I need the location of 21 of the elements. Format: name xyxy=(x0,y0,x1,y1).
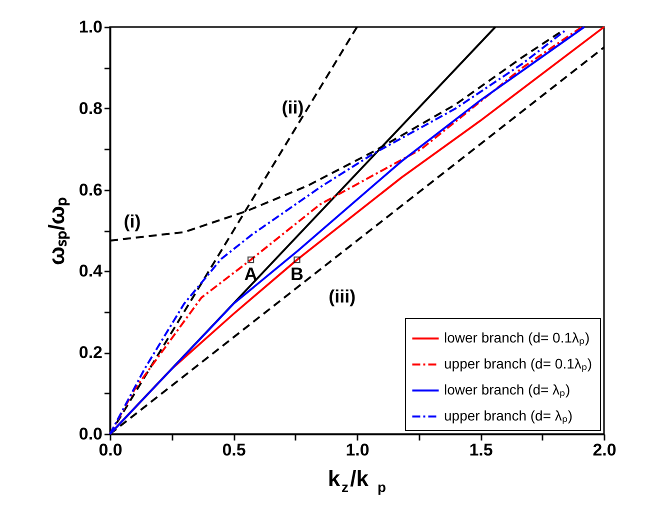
y-tick-label: 0.8 xyxy=(78,98,102,118)
x-tick-label: 2.0 xyxy=(592,440,616,460)
annotation: A xyxy=(244,264,258,284)
y-tick-label: 0.6 xyxy=(78,180,102,200)
annotation: (i) xyxy=(124,211,141,232)
legend-label: lower branch (d= λₚ) xyxy=(444,382,570,398)
x-tick-label: 0.5 xyxy=(222,440,246,460)
x-tick-label: 1.5 xyxy=(469,440,493,460)
x-tick-label: 0.0 xyxy=(98,440,122,460)
y-axis-title: ωₛₚ/ωₚ xyxy=(44,196,70,266)
legend-label: upper branch (d= λₚ) xyxy=(444,408,573,424)
y-tick-label: 0.4 xyxy=(78,262,104,281)
legend-label: lower branch (d= 0.1λₚ) xyxy=(444,330,590,346)
x-tick-label: 1.0 xyxy=(346,440,370,460)
y-tick-label: 0.0 xyxy=(78,424,102,444)
annotation: (ii) xyxy=(282,97,304,118)
y-tick-label: 1.0 xyxy=(78,18,102,36)
annotation: (iii) xyxy=(328,286,356,307)
annotation: B xyxy=(290,264,304,284)
legend-label: upper branch (d= 0.1λₚ) xyxy=(444,356,592,372)
y-tick-label: 0.2 xyxy=(78,343,102,362)
